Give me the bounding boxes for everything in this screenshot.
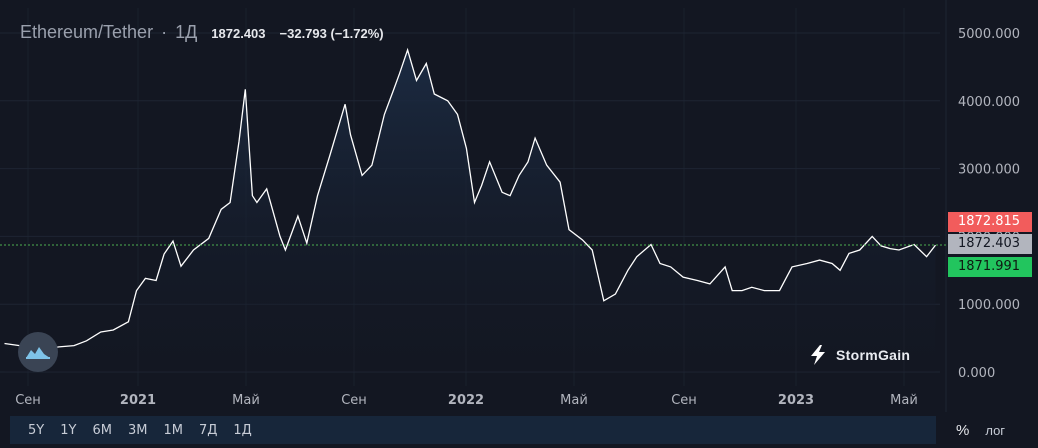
x-tick-label: Май <box>232 393 260 408</box>
y-tick-label: 5000.000 <box>958 27 1020 42</box>
symbol-name[interactable]: Ethereum/Tether <box>20 22 154 42</box>
price-line <box>4 47 937 350</box>
range-button-1m[interactable]: 1M <box>163 422 183 438</box>
current-price: 1872.403 <box>211 26 266 41</box>
x-axis: Сен 2021 Май Сен 2022 Май Сен 2023 Май <box>15 393 918 408</box>
range-button-5y[interactable]: 5Y <box>28 422 45 438</box>
chart-title: Ethereum/Tether · 1Д 1872.403 −32.793 (−… <box>20 22 384 43</box>
range-button-6m[interactable]: 6M <box>92 422 112 438</box>
log-scale-button[interactable]: лог <box>985 422 1006 438</box>
wave-logo-icon <box>26 347 50 359</box>
x-tick-label: Сен <box>671 393 697 408</box>
y-tick-label: 0.000 <box>958 366 995 381</box>
title-separator: · <box>161 22 168 42</box>
range-button-3m[interactable]: 3M <box>127 422 148 438</box>
price-change: −32.793 (−1.72%) <box>279 26 384 41</box>
price-area-fill <box>4 49 936 373</box>
last-price-tag: 1872.403 <box>948 234 1032 254</box>
x-tick-label: 2022 <box>448 393 484 408</box>
range-button-7d[interactable]: 7Д <box>198 422 218 438</box>
chart-logo-button[interactable] <box>18 332 58 372</box>
x-tick-label: Сен <box>15 393 41 408</box>
percent-scale-button[interactable]: % <box>956 421 970 439</box>
x-tick-label: 2023 <box>778 393 814 408</box>
brand-watermark: StormGain <box>808 344 910 366</box>
high-price-tag: 1872.815 <box>948 212 1032 232</box>
y-axis: 5000.0004000.0003000.0002000.0001000.000… <box>958 27 1020 381</box>
stormgain-logo-icon <box>811 345 825 365</box>
brand-name: StormGain <box>836 347 911 363</box>
y-tick-label: 4000.000 <box>958 95 1020 110</box>
y-tick-label: 1000.000 <box>958 298 1020 313</box>
y-tick-label: 3000.000 <box>958 163 1020 178</box>
bottom-toolbar: 5Y 1Y 6M 3M 1M 7Д 1Д % лог <box>0 414 1038 448</box>
range-button-1y[interactable]: 1Y <box>60 422 77 438</box>
scale-controls: % лог <box>946 416 1038 444</box>
x-tick-label: Сен <box>341 393 367 408</box>
x-tick-label: Май <box>560 393 588 408</box>
low-price-tag: 1871.991 <box>948 257 1032 277</box>
interval-label[interactable]: 1Д <box>175 22 198 42</box>
x-tick-label: Май <box>890 393 918 408</box>
range-selector: 5Y 1Y 6M 3M 1M 7Д 1Д <box>10 416 936 444</box>
range-button-1d[interactable]: 1Д <box>233 422 252 438</box>
x-tick-label: 2021 <box>120 393 156 408</box>
